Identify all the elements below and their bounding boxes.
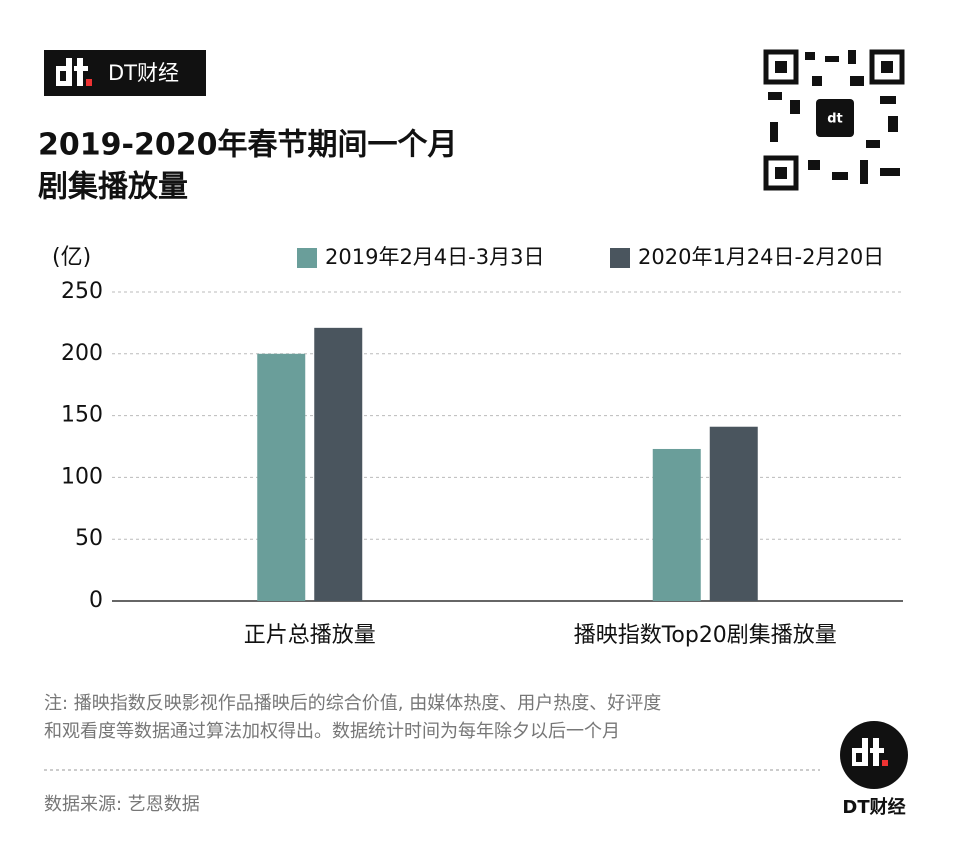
bar (652, 448, 701, 601)
qr-code: dt (762, 48, 906, 192)
y-tick-label: 50 (75, 526, 103, 551)
legend-label: 2019年2月4日-3月3日 (325, 245, 544, 269)
chart-title: 剧集播放量 (38, 170, 188, 205)
svg-text:dt: dt (827, 112, 843, 127)
legend-swatch (297, 248, 317, 268)
y-tick-label: 250 (61, 279, 103, 304)
y-tick-label: 150 (61, 403, 103, 428)
logo-text: DT财经 (108, 61, 179, 85)
y-tick-label: 100 (61, 464, 103, 489)
bar (314, 327, 363, 601)
legend-swatch (610, 248, 630, 268)
chart-title: 2019-2020年春节期间一个月 (38, 128, 457, 163)
y-tick-label: 0 (89, 588, 103, 613)
note: 和观看度等数据通过算法加权得出。数据统计时间为每年除夕以后一个月 (44, 721, 620, 742)
y-tick-label: 200 (61, 341, 103, 366)
x-tick-label: 正片总播放量 (244, 623, 376, 648)
y-unit: (亿) (52, 245, 91, 270)
note: 注: 播映指数反映影视作品播映后的综合价值, 由媒体热度、用户热度、好评度 (44, 693, 661, 714)
footer-brand: DT财经 (842, 796, 905, 818)
bar (257, 353, 306, 601)
bar (709, 426, 758, 601)
x-tick-label: 播映指数Top20剧集播放量 (574, 623, 837, 648)
legend-label: 2020年1月24日-2月20日 (638, 245, 884, 269)
source: 数据来源: 艺恩数据 (44, 794, 200, 815)
